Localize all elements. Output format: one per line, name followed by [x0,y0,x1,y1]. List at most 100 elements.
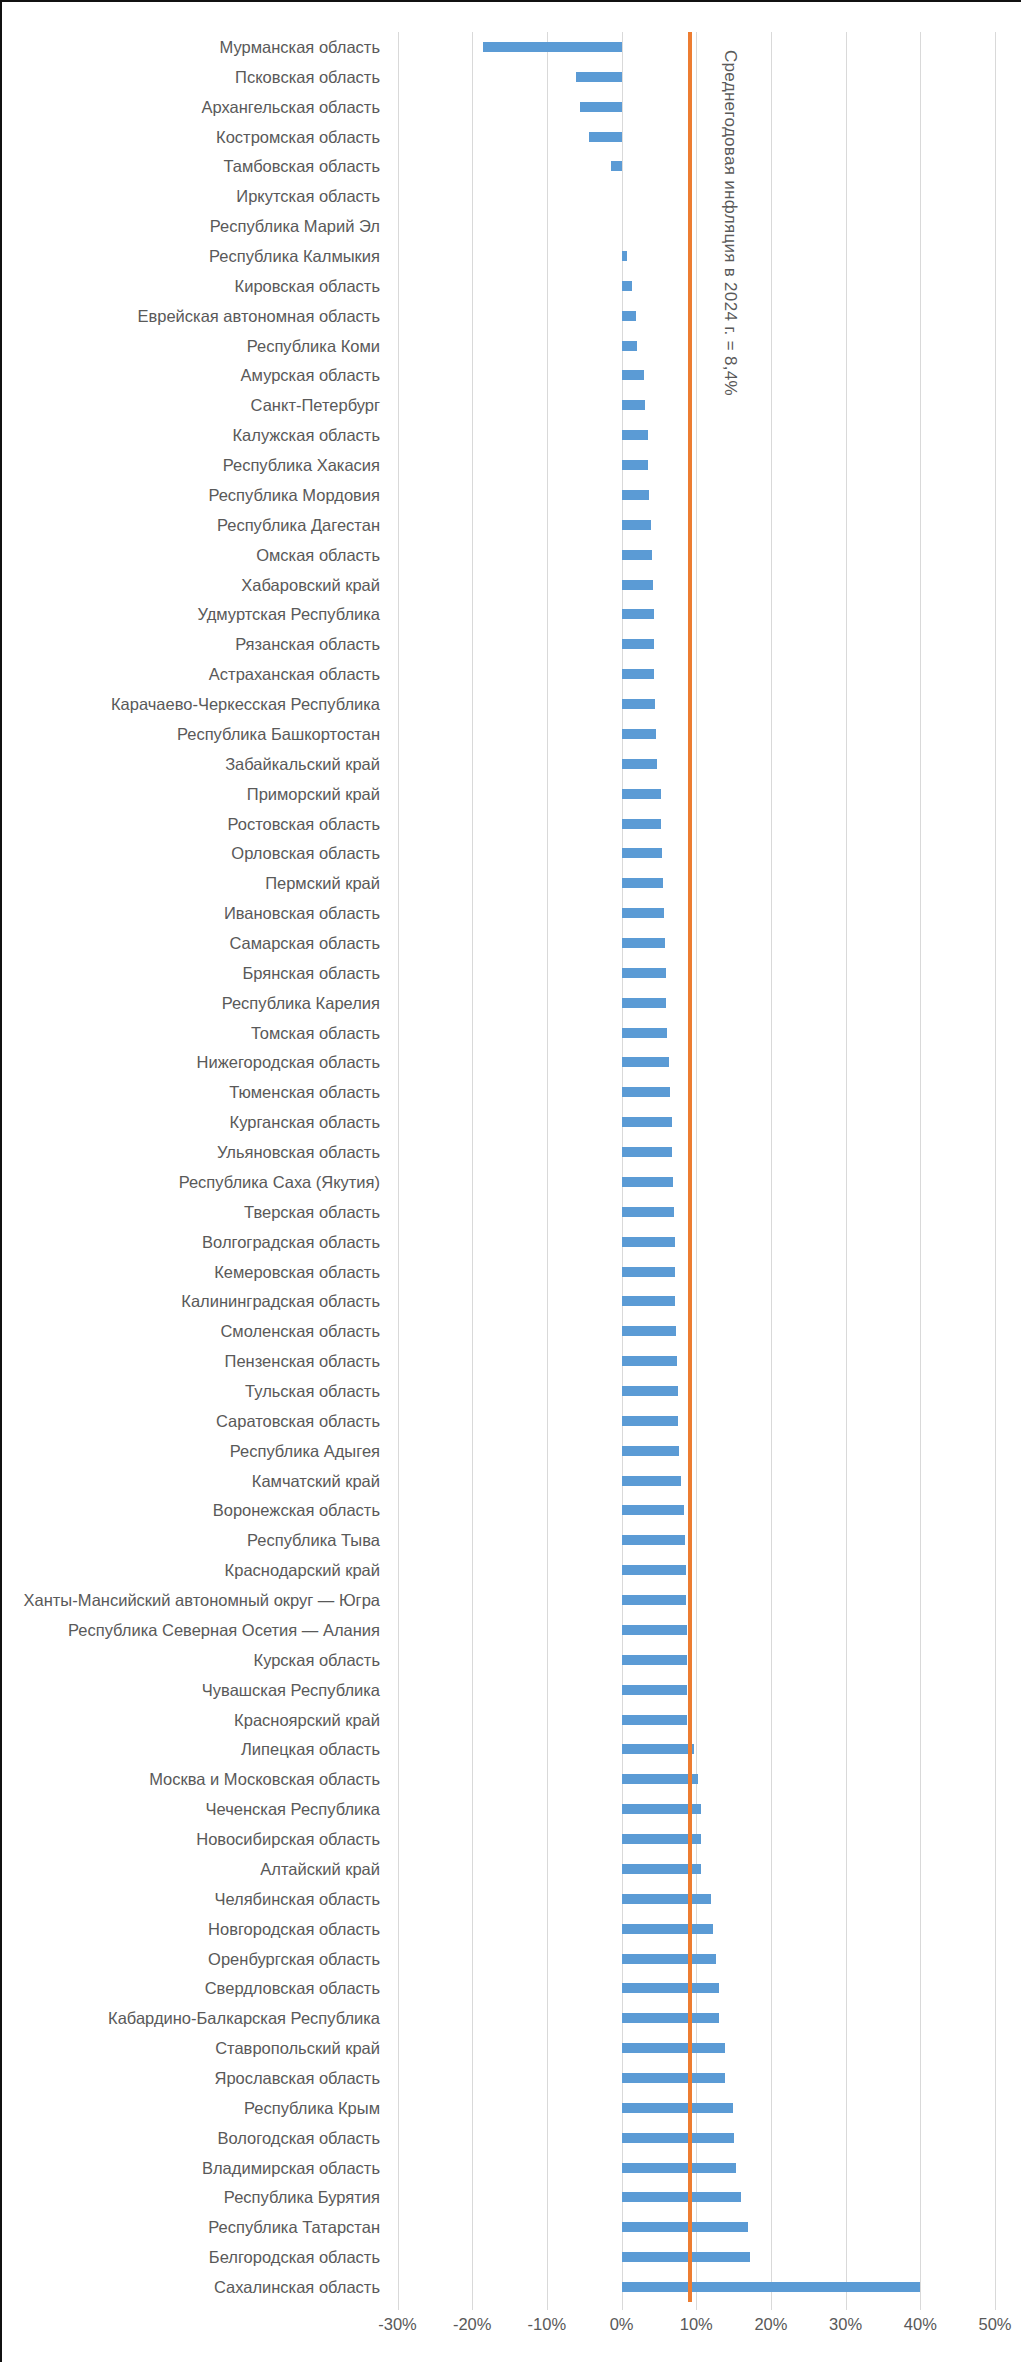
bar [622,2013,720,2023]
x-axis-tick-label: 10% [656,2314,736,2334]
bar [622,1983,720,1993]
category-label: Тверская область [2,1202,380,1222]
category-label: Курганская область [2,1112,380,1132]
bar [622,1595,686,1605]
bar [622,729,656,739]
bar [622,1267,675,1277]
bar [483,42,622,52]
category-label: Оренбургская область [2,1949,380,1969]
bar [622,938,665,948]
gridline [995,32,996,2310]
category-label: Краснодарский край [2,1560,380,1580]
bar [622,759,658,769]
bar [622,1237,675,1247]
category-label: Самарская область [2,933,380,953]
bar [622,1386,678,1396]
category-label: Воронежская область [2,1500,380,1520]
reference-line-label: Среднегодовая инфляция в 2024 г. = 8,4% [720,50,740,396]
category-label: Сахалинская область [2,2277,380,2297]
bar [622,1207,674,1217]
bar [622,2103,733,2113]
bar [622,1924,713,1934]
category-label: Нижегородская область [2,1052,380,1072]
bar [622,2192,742,2202]
bar [622,2222,748,2232]
x-axis-tick-label: 20% [731,2314,811,2334]
category-label: Ивановская область [2,903,380,923]
category-label: Владимирская область [2,2158,380,2178]
bar [622,1446,680,1456]
category-label: Белгородская область [2,2247,380,2267]
bar [622,311,636,321]
bar [622,1057,669,1067]
category-label: Саратовская область [2,1411,380,1431]
category-label: Архангельская область [2,97,380,117]
category-label: Республика Карелия [2,993,380,1013]
bar [622,1625,687,1635]
category-label: Свердловская область [2,1978,380,1998]
category-label: Республика Саха (Якутия) [2,1172,380,1192]
bar [622,819,662,829]
category-label: Тульская область [2,1381,380,1401]
bar [622,550,653,560]
category-label: Томская область [2,1023,380,1043]
bar [622,1535,685,1545]
bar [622,430,648,440]
category-label: Астраханская область [2,664,380,684]
category-label: Республика Марий Эл [2,216,380,236]
category-label: Карачаево-Черкесская Республика [2,694,380,714]
bar [622,1147,673,1157]
bar [622,400,646,410]
category-label: Удмуртская Республика [2,604,380,624]
category-label: Республика Башкортостан [2,724,380,744]
category-label: Республика Адыгея [2,1441,380,1461]
category-label: Республика Калмыкия [2,246,380,266]
gridline [398,32,399,2310]
gridline [846,32,847,2310]
category-label: Брянская область [2,963,380,983]
bar [622,520,652,530]
bar [622,2073,726,2083]
category-label: Рязанская область [2,634,380,654]
bar [622,908,665,918]
bar [622,1715,688,1725]
category-label: Камчатский край [2,1471,380,1491]
category-label: Пермский край [2,873,380,893]
category-label: Кемеровская область [2,1262,380,1282]
x-axis-tick-label: -10% [507,2314,587,2334]
category-label: Пензенская область [2,1351,380,1371]
bar [622,789,662,799]
category-label: Смоленская область [2,1321,380,1341]
x-axis-tick-label: 50% [955,2314,1021,2334]
bar [622,998,666,1008]
category-label: Республика Тыва [2,1530,380,1550]
category-label: Москва и Московская область [2,1769,380,1789]
bar [622,2043,725,2053]
bar [622,490,650,500]
category-label: Республика Бурятия [2,2187,380,2207]
category-label: Санкт-Петербург [2,395,380,415]
x-axis-tick-label: 40% [880,2314,960,2334]
x-axis-tick-label: 0% [582,2314,662,2334]
category-label: Тюменская область [2,1082,380,1102]
category-label: Республика Коми [2,336,380,356]
bar [622,1744,694,1754]
category-label: Приморский край [2,784,380,804]
category-label: Волгоградская область [2,1232,380,1252]
bar [611,161,621,171]
category-label: Ставропольский край [2,2038,380,2058]
bar [622,1505,684,1515]
category-label: Республика Дагестан [2,515,380,535]
category-label: Республика Мордовия [2,485,380,505]
bar [622,1894,712,1904]
bar [622,699,656,709]
bar [622,2163,736,2173]
category-label: Чеченская Республика [2,1799,380,1819]
category-label: Калужская область [2,425,380,445]
category-label: Алтайский край [2,1859,380,1879]
category-label: Ханты-Мансийский автономный округ — Югра [2,1590,380,1610]
bar [622,1356,677,1366]
category-label: Чувашская Республика [2,1680,380,1700]
category-label: Ярославская область [2,2068,380,2088]
category-label: Республика Северная Осетия — Алания [2,1620,380,1640]
